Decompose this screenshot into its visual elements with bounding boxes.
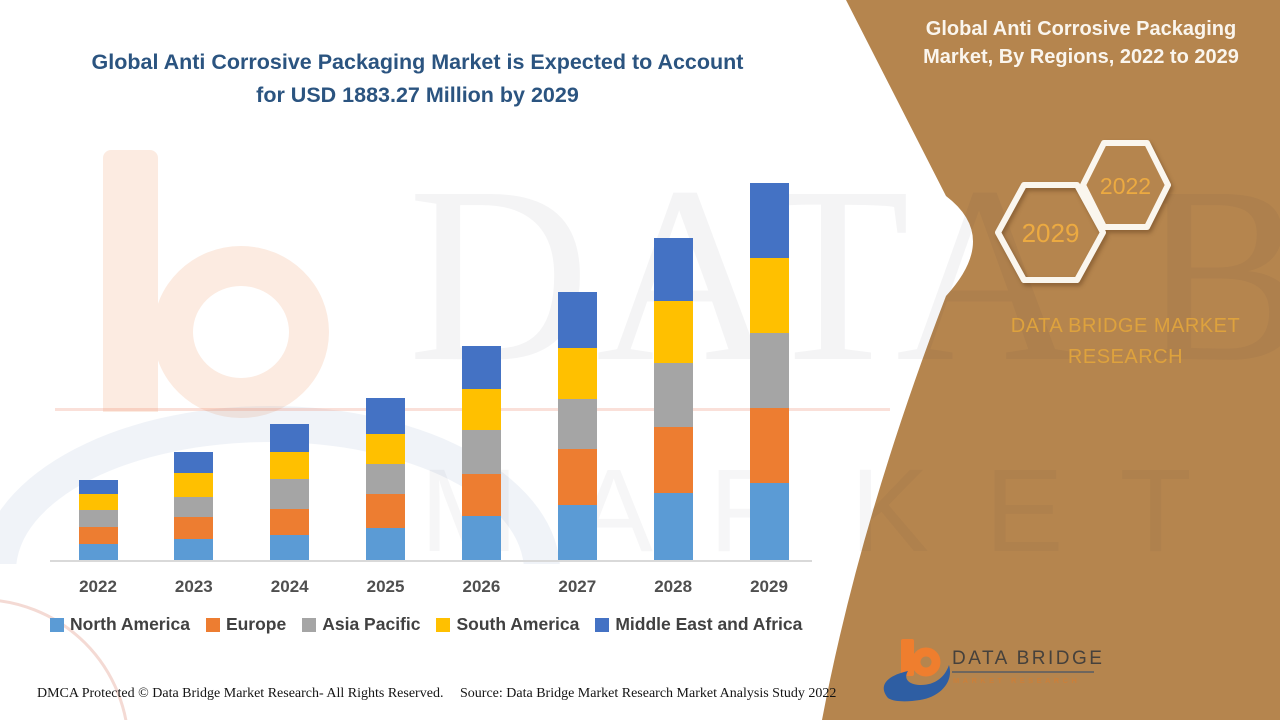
chart-title-line2: for USD 1883.27 Million by 2029 [256,83,579,107]
chart-title: Global Anti Corrosive Packaging Market i… [60,46,775,112]
bar-segment-2026-south-america [461,389,501,431]
legend-swatch-middle-east-and-africa [595,617,610,632]
x-axis-line [50,560,812,562]
bar-segment-2023-south-america [174,473,214,497]
footer-dmca-text: DMCA Protected © Data Bridge Market Rese… [37,686,444,701]
bar-segment-2024-south-america [270,452,310,479]
bar-segment-2025-middle-east-and-africa [366,397,406,434]
bar-segment-2025-asia-pacific [366,463,406,494]
legend-item-north-america: North America [50,614,190,635]
x-axis-label-2026: 2026 [462,577,501,596]
panel-heading-line1: Global Anti Corrosive Packaging [925,18,1237,40]
bar-segment-2026-middle-east-and-africa [461,345,501,390]
brand-text: DATA BRIDGE MARKET RESEARCH [998,311,1253,373]
brand-text-line1: DATA BRIDGE MARKET [1010,315,1241,337]
bar-segment-2023-europe [174,517,214,539]
bar-segment-2029-north-america [749,482,789,560]
legend-label-europe: Europe [225,614,287,634]
bar-segment-2029-asia-pacific [749,333,789,408]
bar-segment-2027-south-america [557,348,597,400]
chart-title-line1: Global Anti Corrosive Packaging Market i… [91,50,744,74]
x-axis-label-2022: 2022 [79,577,117,596]
hexagon-2029-label: 2029 [1022,218,1080,248]
bar-segment-2024-north-america [270,535,310,560]
bar-segment-2026-asia-pacific [461,430,501,474]
bar-segment-2028-middle-east-and-africa [653,238,693,301]
bar-segment-2023-north-america [174,539,214,560]
bar-segment-2029-south-america [749,257,789,334]
x-axis-label-2024: 2024 [270,577,309,596]
bar-segment-2025-europe [366,493,406,528]
hexagon-2022 [1080,140,1171,230]
legend-swatch-south-america [436,617,451,632]
bar-segment-2025-south-america [366,433,406,464]
x-axis-label-2029: 2029 [750,577,788,596]
bar-segment-2024-europe [270,508,310,536]
x-axis-label-2028: 2028 [654,577,693,596]
legend-swatch-europe [205,617,220,632]
bar-segment-2023-middle-east-and-africa [174,452,214,473]
bar-segment-2027-north-america [557,505,597,560]
footer-source-text: Source: Data Bridge Market Research Mark… [460,686,837,701]
bar-segment-2022-middle-east-and-africa [78,479,118,494]
bar-segment-2027-asia-pacific [557,399,597,450]
brand-text-line2: RESEARCH [1067,346,1184,368]
x-axis-label-2023: 2023 [174,577,213,596]
bar-segment-2024-asia-pacific [270,478,310,509]
bar-segment-2022-south-america [78,494,118,510]
bar-segment-2022-europe [78,526,118,544]
legend-item-south-america: South America [436,614,579,635]
bar-segment-2027-middle-east-and-africa [557,292,597,349]
x-axis-label-2027: 2027 [558,577,597,596]
bar-segment-2026-europe [461,473,501,516]
databridge-logo-wordmark: DATA BRIDGE [952,648,1105,669]
x-axis-label-2025: 2025 [366,577,405,596]
panel-heading: Global Anti Corrosive Packaging Market, … [890,15,1272,71]
hexagon-2022-label: 2022 [1100,173,1151,199]
legend-swatch-asia-pacific [302,617,317,632]
bar-segment-2028-north-america [653,492,693,560]
legend-item-europe: Europe [205,614,287,635]
bar-segment-2025-north-america [366,528,406,560]
legend-swatch-north-america [50,617,64,632]
bar-segment-2029-middle-east-and-africa [749,183,789,258]
bar-segment-2022-asia-pacific [78,509,118,527]
legend-label-asia-pacific: Asia Pacific [322,614,421,634]
bar-segment-2022-north-america [78,543,118,560]
legend-label-north-america: North America [70,614,190,634]
bar-segment-2028-asia-pacific [653,363,693,427]
bar-segment-2023-asia-pacific [174,497,214,517]
legend-item-middle-east-and-africa: Middle East and Africa [595,614,802,635]
chart-legend: North America Europe Asia Pacific South Ame… [50,614,802,635]
legend-label-south-america: South America [456,614,580,634]
databridge-logo-tagline: MARKET RESEARCH [953,676,1081,685]
bar-segment-2029-europe [749,407,789,483]
bar-segment-2028-europe [653,426,693,493]
panel-heading-line2: Market, By Regions, 2022 to 2029 [923,46,1239,68]
bar-segment-2027-europe [557,449,597,506]
year-hexagons: 2029 2022 [995,140,1171,283]
databridge-logo-icon [883,639,951,702]
legend-item-asia-pacific: Asia Pacific [302,614,420,635]
logo-underline [952,671,1094,673]
bar-segment-2024-middle-east-and-africa [270,424,310,453]
legend-label-middle-east-and-africa: Middle East and Africa [615,614,803,634]
bar-segment-2028-south-america [653,300,693,364]
hexagon-2029 [995,182,1106,283]
bar-segment-2026-north-america [461,516,501,560]
